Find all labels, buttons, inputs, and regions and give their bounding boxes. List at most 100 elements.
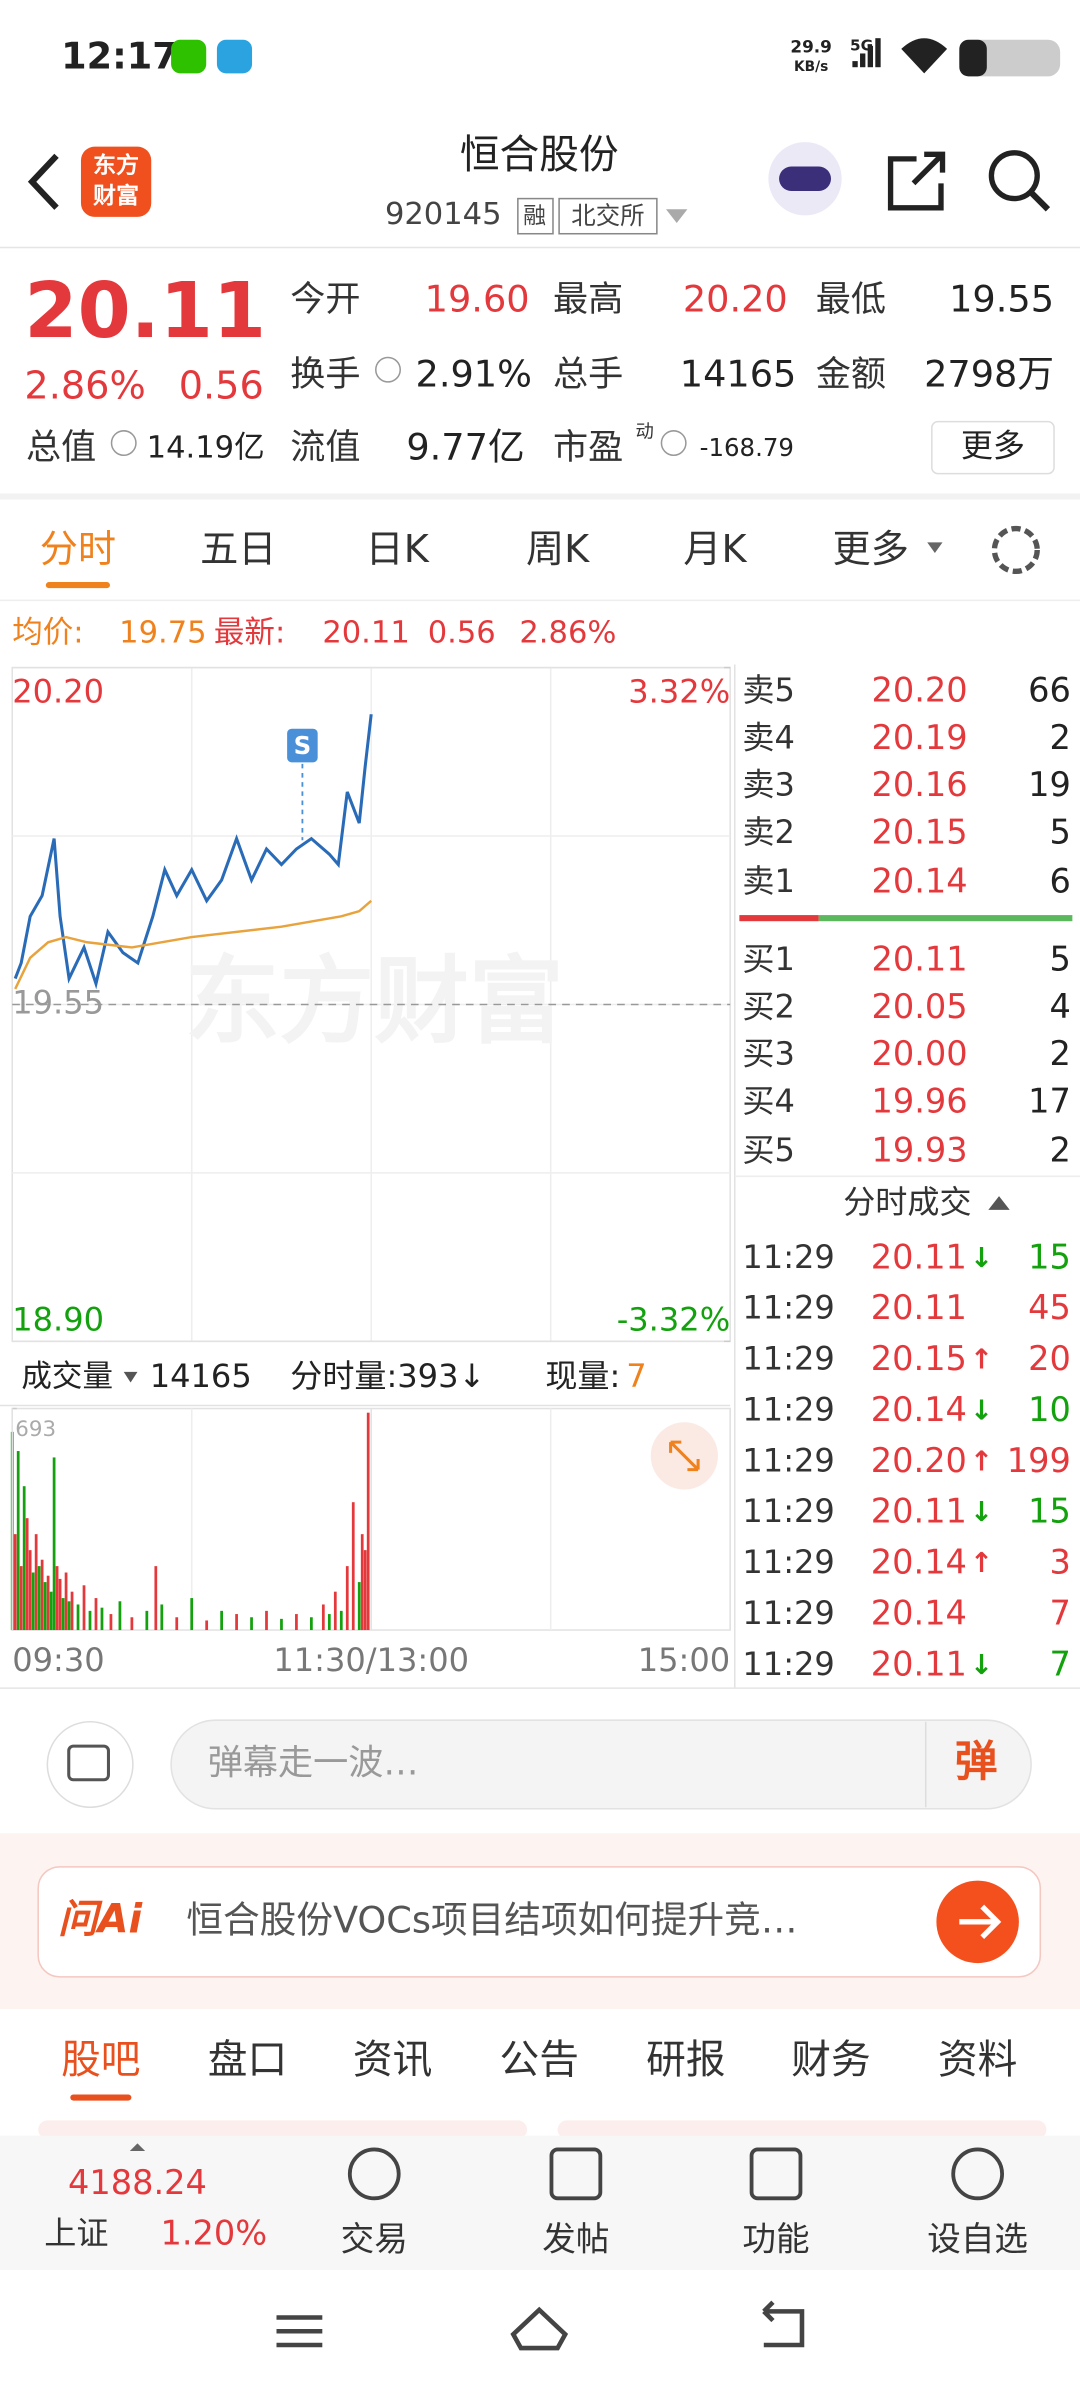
ai-send-arrow <box>959 1904 1002 1940</box>
period-tab[interactable]: 日K <box>366 528 430 572</box>
section-tab[interactable]: 盘口 <box>208 2037 287 2083</box>
x-tick-label: 15:00 <box>638 1641 730 1679</box>
search-button[interactable] <box>988 150 1040 202</box>
volume-bar <box>61 1598 65 1631</box>
field-label: 最低 <box>816 279 886 320</box>
annotation-label[interactable]: S <box>294 731 312 760</box>
book-price: 20.16 <box>872 765 968 804</box>
book-bar-buy <box>818 915 1073 922</box>
trade-volume: 15 <box>1028 1492 1071 1531</box>
volume-dropdown[interactable] <box>123 1371 138 1383</box>
comment-input[interactable] <box>170 1719 1032 1810</box>
volume-bar <box>37 1566 41 1631</box>
index-name[interactable]: 上证 <box>44 2214 108 2252</box>
volume-bar <box>345 1566 349 1631</box>
book-label: 卖2 <box>742 813 794 851</box>
volume-bar <box>13 1534 17 1631</box>
book-volume: 5 <box>1049 813 1070 852</box>
volume-bar <box>52 1457 56 1631</box>
trades-sort[interactable] <box>988 1196 1010 1210</box>
volume-bar <box>109 1614 113 1631</box>
volume-bar <box>43 1582 47 1631</box>
info-icon[interactable] <box>110 430 137 457</box>
volume-bar <box>19 1566 23 1631</box>
section-tab[interactable]: 公告 <box>500 2037 579 2083</box>
info-icon[interactable] <box>375 356 401 383</box>
nav-icon[interactable] <box>749 2147 803 2201</box>
nav-icon[interactable] <box>951 2147 1005 2201</box>
signal-bar <box>860 53 866 68</box>
danmaku-button[interactable]: 弹 <box>955 1737 998 1787</box>
trade-time: 11:29 <box>742 1594 834 1632</box>
back-nav-button[interactable] <box>762 2300 805 2348</box>
trade-time: 11:29 <box>742 1492 834 1530</box>
section-tab[interactable]: 股吧 <box>61 2037 140 2083</box>
share-button[interactable] <box>887 151 946 211</box>
y-tick-label: 693 <box>15 1417 56 1442</box>
volume-bar <box>250 1617 253 1631</box>
trade-time: 11:29 <box>742 1340 834 1378</box>
battery-level <box>959 39 987 77</box>
period-tab[interactable]: 五日 <box>200 528 276 572</box>
bottom-nav <box>0 2135 1080 2271</box>
section-tab[interactable]: 资讯 <box>353 2037 432 2083</box>
home-button[interactable] <box>510 2306 569 2351</box>
price-line <box>13 714 373 990</box>
settings-button[interactable] <box>991 525 1040 575</box>
danmaku-settings[interactable] <box>46 1720 134 1809</box>
volume-bar <box>363 1550 367 1631</box>
volume-label[interactable]: 成交量 <box>21 1359 113 1394</box>
back-button[interactable] <box>27 153 59 210</box>
field-label: 今开 <box>290 279 360 320</box>
dropdown-arrow[interactable] <box>666 209 688 224</box>
more-button[interactable] <box>931 420 1055 475</box>
volume-bar <box>145 1610 149 1631</box>
period-tab[interactable]: 分时 <box>40 528 116 572</box>
book-price: 20.19 <box>872 718 968 757</box>
ai-brand: 问Ai <box>58 1896 143 1942</box>
section-tab[interactable]: 研报 <box>646 2037 725 2083</box>
latest-label: 最新: <box>214 615 285 650</box>
field-label: 换手 <box>290 354 360 395</box>
nav-icon[interactable] <box>347 2147 401 2201</box>
book-volume: 6 <box>1049 862 1070 901</box>
book-label: 买5 <box>742 1131 794 1169</box>
search-handle <box>1028 190 1051 212</box>
book-label: 买2 <box>742 987 794 1025</box>
minute-volume: 分时量:393↓ <box>290 1357 485 1395</box>
nav-icon[interactable] <box>549 2147 603 2201</box>
field-label: 市盈 <box>553 427 623 468</box>
trade-arrow: ↓ <box>970 1649 993 1681</box>
nav-label[interactable]: 发帖 <box>542 2220 609 2259</box>
book-label: 买4 <box>742 1082 794 1120</box>
ai-box[interactable] <box>37 1866 1042 1978</box>
period-tab[interactable]: 月K <box>683 528 747 572</box>
period-tab[interactable]: 周K <box>526 528 590 572</box>
info-icon[interactable] <box>660 430 687 457</box>
trade-price: 20.14 <box>871 1543 967 1582</box>
book-price: 19.93 <box>872 1130 968 1169</box>
ai-prompt[interactable]: 恒合股份VOCs项目结项如何提升竞… <box>186 1898 797 1941</box>
avg-label: 均价: <box>12 615 83 650</box>
index-value[interactable]: 4188.24 <box>68 2163 207 2202</box>
tab-dropdown[interactable] <box>927 542 943 554</box>
annotation-badge[interactable] <box>287 728 318 763</box>
section-tab[interactable]: 财务 <box>791 2037 870 2083</box>
comment-placeholder[interactable]: 弹幕走一波… <box>208 1742 419 1783</box>
book-volume: 2 <box>1049 1034 1070 1073</box>
nav-label[interactable]: 功能 <box>742 2220 809 2259</box>
volume-bar <box>88 1610 92 1631</box>
period-tab[interactable]: 更多 <box>833 528 909 572</box>
nav-label[interactable]: 交易 <box>341 2220 408 2259</box>
trade-time: 11:29 <box>742 1645 834 1683</box>
trade-price: 20.14 <box>871 1593 967 1632</box>
section-tab[interactable]: 资料 <box>938 2037 1017 2083</box>
more-button-label[interactable]: 更多 <box>961 427 1025 465</box>
volume-bar <box>357 1582 361 1631</box>
index-change[interactable]: 1.20% <box>160 2214 267 2253</box>
trade-price: 20.11 <box>871 1492 967 1531</box>
volume-bar <box>154 1566 158 1631</box>
nav-label[interactable]: 设自选 <box>927 2220 1028 2259</box>
y2-tick-label: -3.32% <box>617 1300 730 1338</box>
